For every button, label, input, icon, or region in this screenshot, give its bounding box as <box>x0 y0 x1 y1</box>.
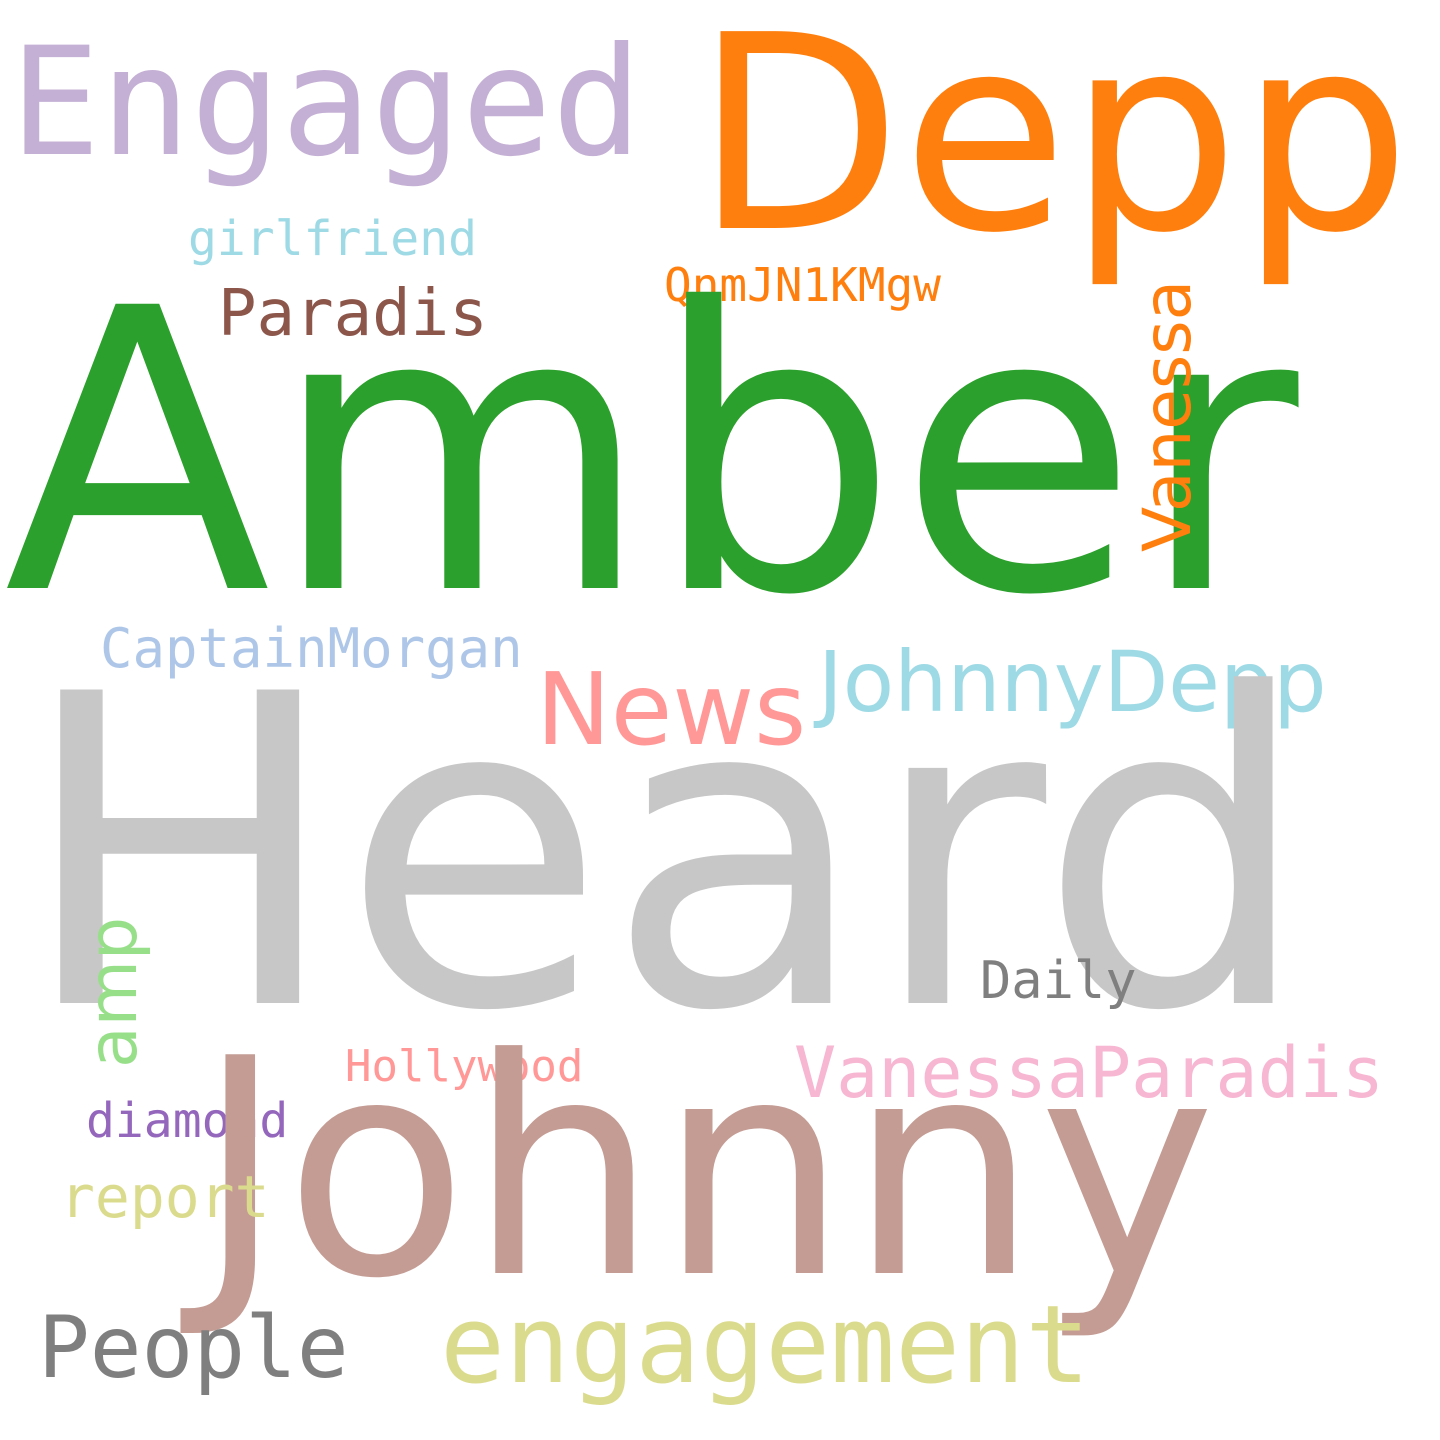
word-vanessaparadis: VanessaParadis <box>794 1032 1385 1114</box>
word-paradis: Paradis <box>218 277 488 351</box>
word-captainmorgan: CaptainMorgan <box>100 617 523 680</box>
word-heard: Heard <box>18 605 1312 1105</box>
word-diamond: diamond <box>86 1093 289 1149</box>
word-engagement: engagement <box>440 1283 1091 1408</box>
word-news: News <box>536 651 807 768</box>
word-johnnydepp: JohnnyDepp <box>818 633 1327 731</box>
word-engaged: Engaged <box>10 16 643 190</box>
word-people: People <box>38 1298 349 1398</box>
word-amp: amp <box>74 916 153 1068</box>
word-daily: Daily <box>980 951 1137 1011</box>
word-depp: Depp <box>694 0 1411 292</box>
word-report: report <box>60 1163 270 1231</box>
word-qnmjn1kmgw: QnmJN1KMgw <box>664 258 941 312</box>
word-girlfriend: girlfriend <box>188 211 477 267</box>
word-vanessa: Vanessa <box>1129 279 1206 552</box>
word-amber: Amber <box>4 226 1299 680</box>
word-johnny: Johnny <box>196 995 1216 1344</box>
word-hollywood: Hollywood <box>345 1041 584 1092</box>
